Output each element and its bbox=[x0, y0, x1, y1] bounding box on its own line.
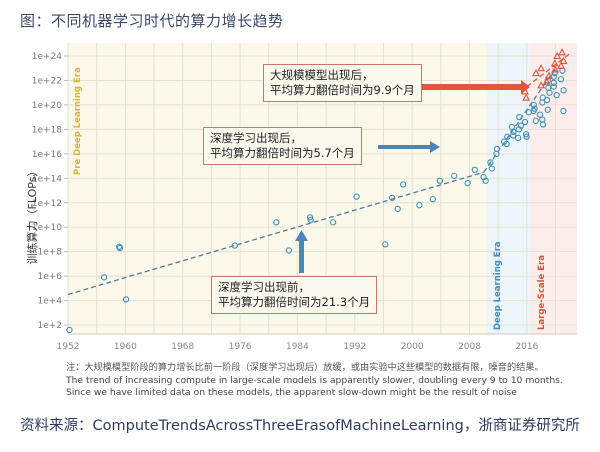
large-scale-annotation-line1: 大规模模型出现后， bbox=[270, 68, 415, 83]
x-tick-label: 1952 bbox=[57, 342, 80, 352]
y-tick-label: 1e+20 bbox=[32, 101, 63, 111]
x-tick-label: 2000 bbox=[401, 342, 424, 352]
x-tick-label: 1976 bbox=[229, 342, 252, 352]
y-tick-label: 1e+22 bbox=[32, 76, 62, 86]
x-tick-label: 1968 bbox=[171, 342, 194, 352]
large-scale-era-label: Large-Scale Era bbox=[537, 255, 547, 330]
pre-dl-annotation-box: 深度学习出现前， 平均算力翻倍时间为21.3个月 bbox=[211, 276, 377, 314]
y-tick-label: 1e+2 bbox=[37, 321, 62, 331]
x-tick-label: 1992 bbox=[343, 342, 366, 352]
y-tick-label: 1e+16 bbox=[32, 150, 63, 160]
y-tick-label: 1e+6 bbox=[37, 272, 62, 282]
y-tick-label: 1e+24 bbox=[32, 52, 63, 62]
large-scale-annotation-box: 大规模模型出现后， 平均算力翻倍时间为9.9个月 bbox=[263, 64, 422, 102]
pre-dl-annotation-line2: 平均算力翻倍时间为21.3个月 bbox=[218, 295, 370, 310]
deep-learning-annotation-line1: 深度学习出现后， bbox=[210, 131, 355, 146]
x-tick-label: 2008 bbox=[458, 342, 481, 352]
x-tick-label: 2016 bbox=[515, 342, 538, 352]
x-axis-ticks: 1952 1960 1968 1976 1984 1992 2000 2008 2016 bbox=[57, 342, 539, 352]
pre-dl-era-label: Pre Deep Learning Era bbox=[73, 67, 83, 175]
deep-learning-annotation-box: 深度学习出现后， 平均算力翻倍时间为5.7个月 bbox=[203, 127, 362, 165]
large-scale-annotation-line2: 平均算力翻倍时间为9.9个月 bbox=[270, 83, 415, 98]
y-tick-label: 1e+8 bbox=[37, 248, 62, 258]
y-axis-label: 训练算力（FLOPs） bbox=[25, 166, 39, 265]
deep-learning-annotation-line2: 平均算力翻倍时间为5.7个月 bbox=[210, 146, 355, 161]
dl-era-label: Deep Learning Era bbox=[493, 241, 503, 330]
y-tick-label: 1e+4 bbox=[37, 297, 62, 307]
note-english: The trend of increasing compute in large… bbox=[66, 375, 586, 400]
chart-note: 注：大规模模型阶段的算力增长比前一阶段（深度学习出现后）放缓，或由实验中这些模型… bbox=[66, 362, 586, 400]
y-tick-label: 1e+18 bbox=[32, 125, 63, 135]
pre-dl-annotation-line1: 深度学习出现前， bbox=[218, 280, 370, 295]
x-tick-label: 1960 bbox=[114, 342, 137, 352]
source-citation: 资料来源：ComputeTrendsAcrossThreeErasofMachi… bbox=[20, 414, 580, 435]
x-tick-label: 1984 bbox=[286, 342, 309, 352]
note-chinese: 注：大规模模型阶段的算力增长比前一阶段（深度学习出现后）放缓，或由实验中这些模型… bbox=[66, 362, 586, 375]
